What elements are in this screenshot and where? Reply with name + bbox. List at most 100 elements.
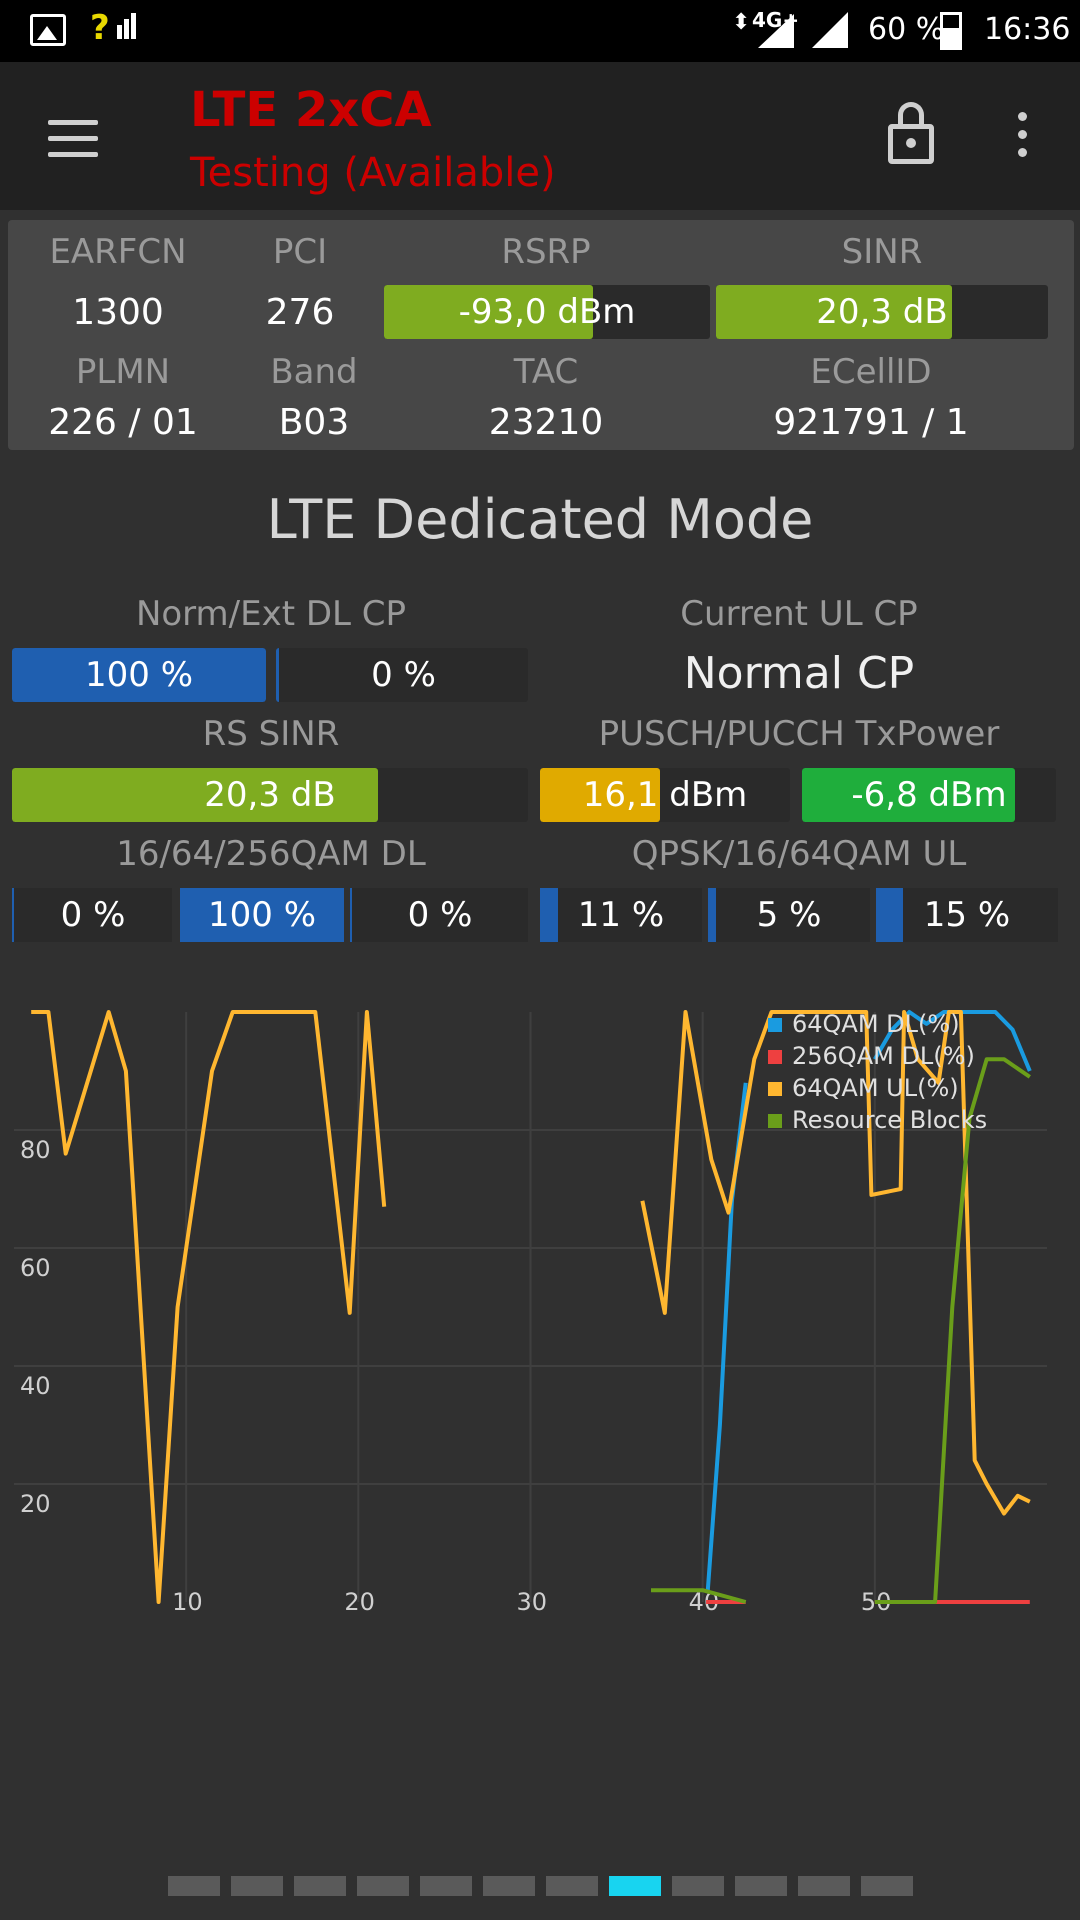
ul-qpsk-cell: 11 % — [540, 888, 702, 942]
dl-64qam-value: 100 % — [207, 895, 316, 935]
page-dot[interactable] — [545, 1876, 598, 1896]
ul-qam-label: QPSK/16/64QAM UL — [631, 834, 967, 874]
tac-value: 23210 — [488, 402, 604, 443]
series-line — [31, 1010, 387, 1604]
gallery-notification-icon — [30, 14, 66, 46]
earfcn-value: 1300 — [72, 292, 164, 333]
dl-qam-cells: 0 % 100 % 0 % — [12, 888, 530, 942]
menu-icon[interactable] — [40, 112, 104, 172]
legend-swatch — [768, 1018, 782, 1032]
cell-signal-icon — [812, 12, 848, 48]
battery-icon — [940, 12, 962, 50]
page-dot[interactable] — [419, 1876, 472, 1896]
dl-64qam-fill — [180, 888, 344, 942]
page-dot[interactable] — [797, 1876, 850, 1896]
ul-qpsk-fill — [540, 888, 558, 942]
x-tick-label: 10 — [172, 1588, 203, 1616]
ul-qam-cells: 11 % 5 % 15 % — [540, 888, 1058, 942]
page-dot[interactable] — [167, 1876, 220, 1896]
clock: 16:36 — [984, 12, 1071, 47]
extended-cp-bar: 0 % — [276, 648, 528, 702]
page-dot[interactable] — [734, 1876, 787, 1896]
more-options-icon[interactable] — [1012, 112, 1032, 162]
pusch-unit: dBm — [669, 775, 748, 815]
series-line — [640, 1010, 1031, 1516]
ul-64qam-value: 15 % — [923, 895, 1011, 935]
mode-title: LTE Dedicated Mode — [266, 488, 814, 551]
band-label: Band — [270, 352, 358, 392]
normal-cp-value: 100 % — [84, 655, 193, 695]
app-bar — [0, 62, 1080, 210]
extended-cp-value: 0 % — [371, 655, 436, 695]
pucch-bar: -6,8 dBm — [802, 768, 1056, 822]
status-bar: ? ⬍ 4G+ 60 % 16:36 — [0, 0, 1080, 62]
app-title: LTE 2xCA — [190, 82, 432, 138]
plmn-label: PLMN — [75, 352, 171, 392]
rs-sinr-fill — [12, 768, 379, 822]
legend-swatch — [768, 1082, 782, 1096]
ul-cp-value: Normal CP — [683, 648, 915, 699]
pci-label: PCI — [272, 232, 328, 272]
page-dot[interactable] — [482, 1876, 535, 1896]
earfcn-label: EARFCN — [49, 232, 187, 272]
txpower-label: PUSCH/PUCCH TxPower — [598, 714, 1000, 754]
ul-16qam-cell: 5 % — [708, 888, 870, 942]
dl-256qam-cell: 0 % — [350, 888, 528, 942]
normal-cp-fill — [12, 648, 266, 702]
ul-16qam-value: 5 % — [756, 895, 822, 935]
rs-sinr-value: 20,3 dB — [204, 775, 336, 815]
x-tick-label: 30 — [517, 1588, 548, 1616]
page-dot[interactable] — [356, 1876, 409, 1896]
page-dot[interactable] — [860, 1876, 913, 1896]
legend-label: 64QAM DL(%) — [792, 1010, 960, 1038]
rs-sinr-bar: 20,3 dB — [12, 768, 528, 822]
y-tick-label: 20 — [20, 1490, 51, 1518]
rsrp-bar-fill — [384, 285, 593, 339]
rsrp-bar: -93,0 dBm — [384, 285, 710, 339]
rs-sinr-label: RS SINR — [202, 714, 340, 754]
ul-cp-label: Current UL CP — [680, 594, 918, 634]
series-line — [651, 1588, 747, 1604]
signal-status-icon: ? — [90, 8, 136, 48]
pusch-bar: 16,1 dBm — [540, 768, 790, 822]
tac-label: TAC — [513, 352, 579, 392]
y-tick-label: 60 — [20, 1254, 51, 1282]
legend-label: 256QAM DL(%) — [792, 1042, 975, 1070]
norm-ext-label: Norm/Ext DL CP — [135, 594, 407, 634]
page-dot[interactable] — [671, 1876, 724, 1896]
unlock-icon[interactable] — [888, 102, 934, 168]
legend-swatch — [768, 1114, 782, 1128]
page-dot[interactable] — [293, 1876, 346, 1896]
legend-label: 64QAM UL(%) — [792, 1074, 959, 1102]
ul-qpsk-value: 11 % — [577, 895, 665, 935]
y-tick-label: 80 — [20, 1136, 51, 1164]
pci-value: 276 — [265, 292, 335, 333]
ecellid-label: ECellID — [810, 352, 932, 392]
pusch-value: 16,1 — [582, 775, 659, 815]
ul-64qam-fill — [876, 888, 904, 942]
dl-16qam-value: 0 % — [60, 895, 126, 935]
normal-cp-bar: 100 % — [12, 648, 266, 702]
sinr-bar: 20,3 dB — [716, 285, 1048, 339]
pusch-fill — [540, 768, 660, 822]
page-dot[interactable] — [230, 1876, 283, 1896]
rsrp-value: -93,0 dBm — [458, 292, 636, 332]
sinr-value: 20,3 dB — [816, 292, 948, 332]
app-subtitle: Testing (Available) — [190, 150, 556, 196]
pucch-value: -6,8 dBm — [851, 775, 1007, 815]
band-value: B03 — [278, 402, 350, 443]
page-indicator — [0, 1876, 1080, 1896]
dl-16qam-cell: 0 % — [12, 888, 172, 942]
series-line — [874, 1057, 1031, 1604]
plmn-value: 226 / 01 — [48, 402, 198, 443]
mobile-signal-icon — [758, 14, 794, 48]
sinr-label: SINR — [841, 232, 923, 272]
rsrp-label: RSRP — [501, 232, 591, 272]
x-tick-label: 20 — [344, 1588, 375, 1616]
ecellid-value: 921791 / 1 — [773, 402, 969, 443]
dl-qam-label: 16/64/256QAM DL — [116, 834, 426, 874]
ul-64qam-cell: 15 % — [876, 888, 1058, 942]
page-dot-active[interactable] — [608, 1876, 661, 1896]
pucch-fill — [802, 768, 1016, 822]
